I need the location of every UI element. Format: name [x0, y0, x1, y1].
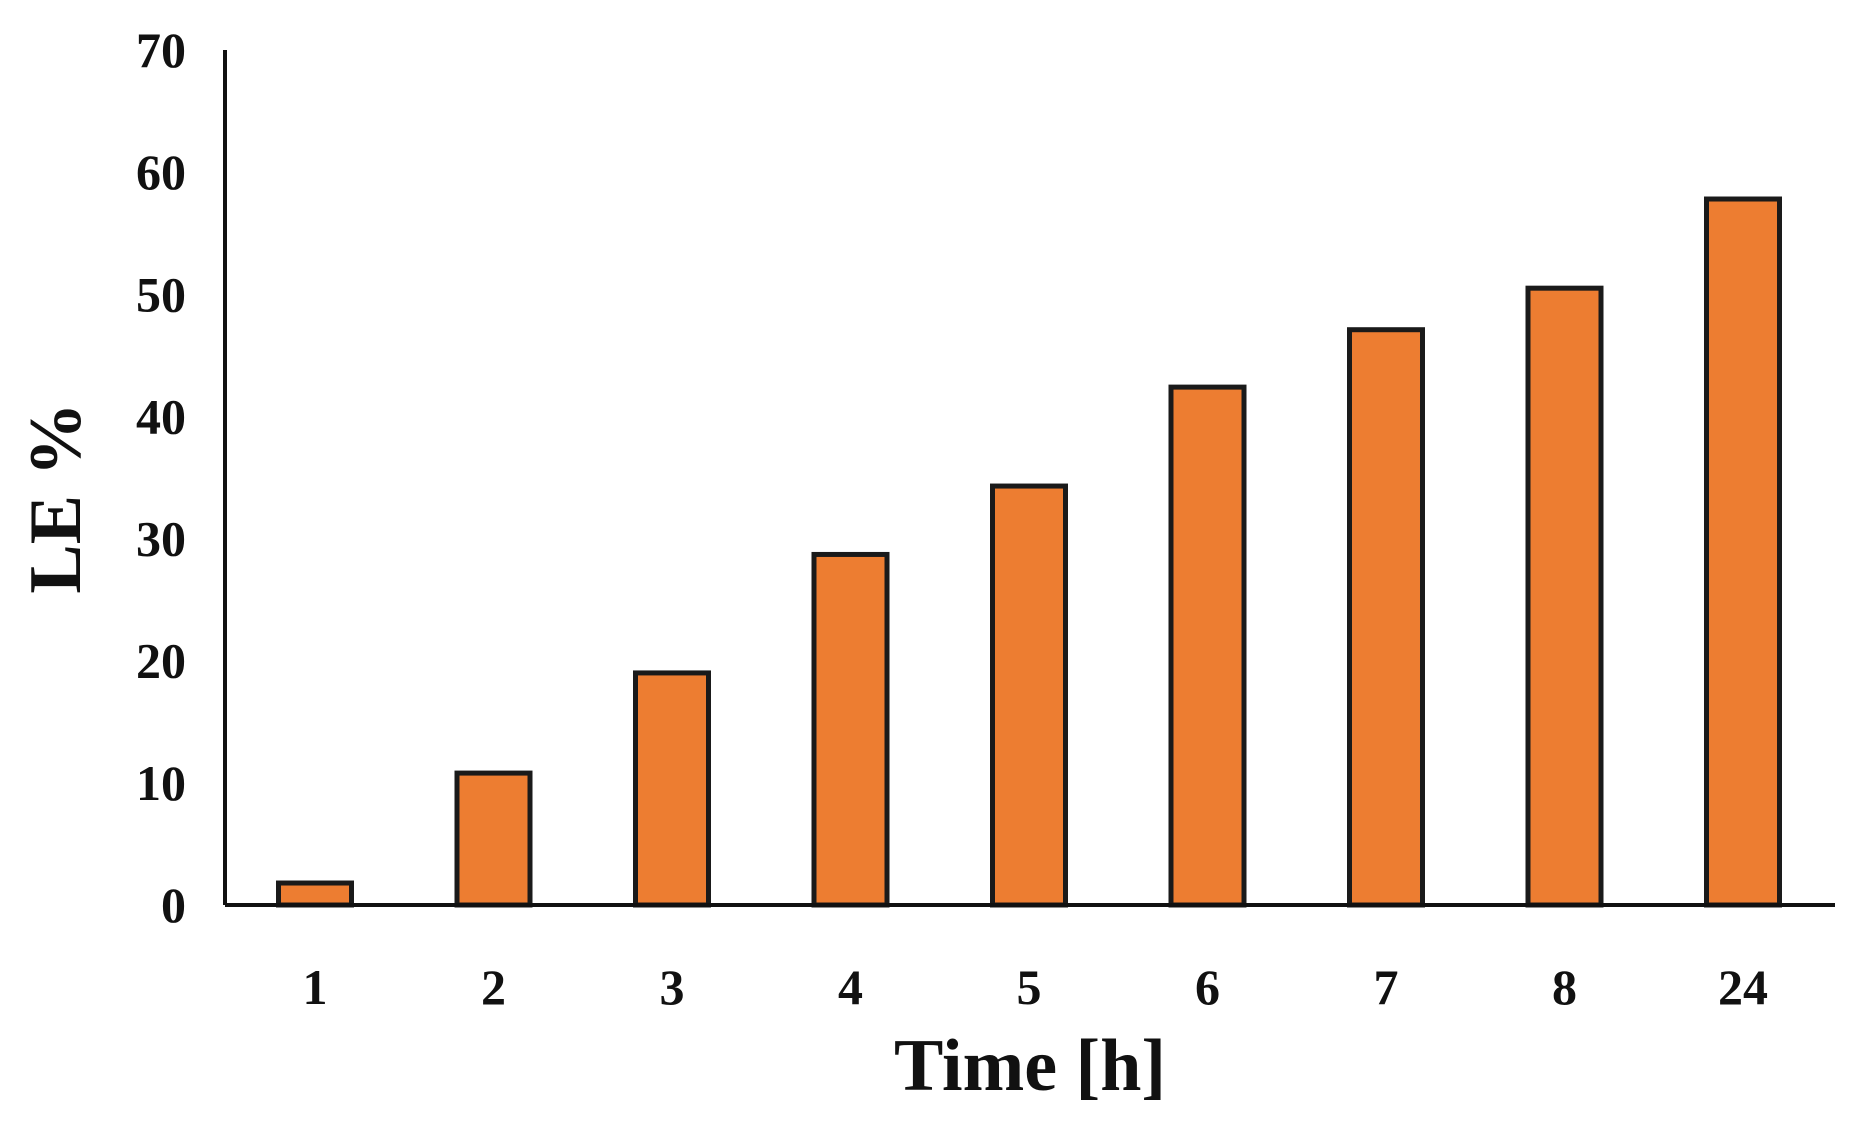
y-axis-ticks: 0 10 20 30 40 50 60 70: [136, 22, 186, 933]
bar-7: [1347, 327, 1425, 908]
x-tick-label: 7: [1374, 959, 1399, 1015]
y-tick-label: 60: [136, 144, 186, 200]
bar-3: [633, 670, 711, 908]
bars: [276, 196, 1782, 908]
x-tick-label: 2: [481, 959, 506, 1015]
bar-2: [454, 770, 533, 908]
x-tick-label: 1: [303, 959, 328, 1015]
bar-4: [811, 551, 890, 908]
y-tick-label: 20: [136, 633, 186, 689]
x-axis-title: Time [h]: [894, 1025, 1166, 1107]
bar-6: [1168, 384, 1247, 908]
bar-1: [276, 880, 354, 908]
y-axis-title: LE %: [15, 402, 97, 593]
y-tick-label: 50: [136, 266, 186, 322]
x-tick-label: 4: [838, 959, 863, 1015]
bar-24: [1704, 196, 1782, 908]
bar-8: [1525, 285, 1604, 908]
x-tick-label: 5: [1017, 959, 1042, 1015]
x-tick-label: 3: [660, 959, 685, 1015]
y-tick-label: 30: [136, 511, 186, 567]
y-tick-label: 0: [161, 877, 186, 933]
x-tick-label: 6: [1195, 959, 1220, 1015]
x-tick-label: 8: [1552, 959, 1577, 1015]
y-tick-label: 10: [136, 755, 186, 811]
y-tick-label: 70: [136, 22, 186, 78]
y-tick-label: 40: [136, 388, 186, 444]
x-axis-ticks: 1 2 3 4 5 6 7 8 24: [303, 959, 1769, 1015]
bar-5: [990, 483, 1068, 908]
x-tick-label: 24: [1718, 959, 1768, 1015]
